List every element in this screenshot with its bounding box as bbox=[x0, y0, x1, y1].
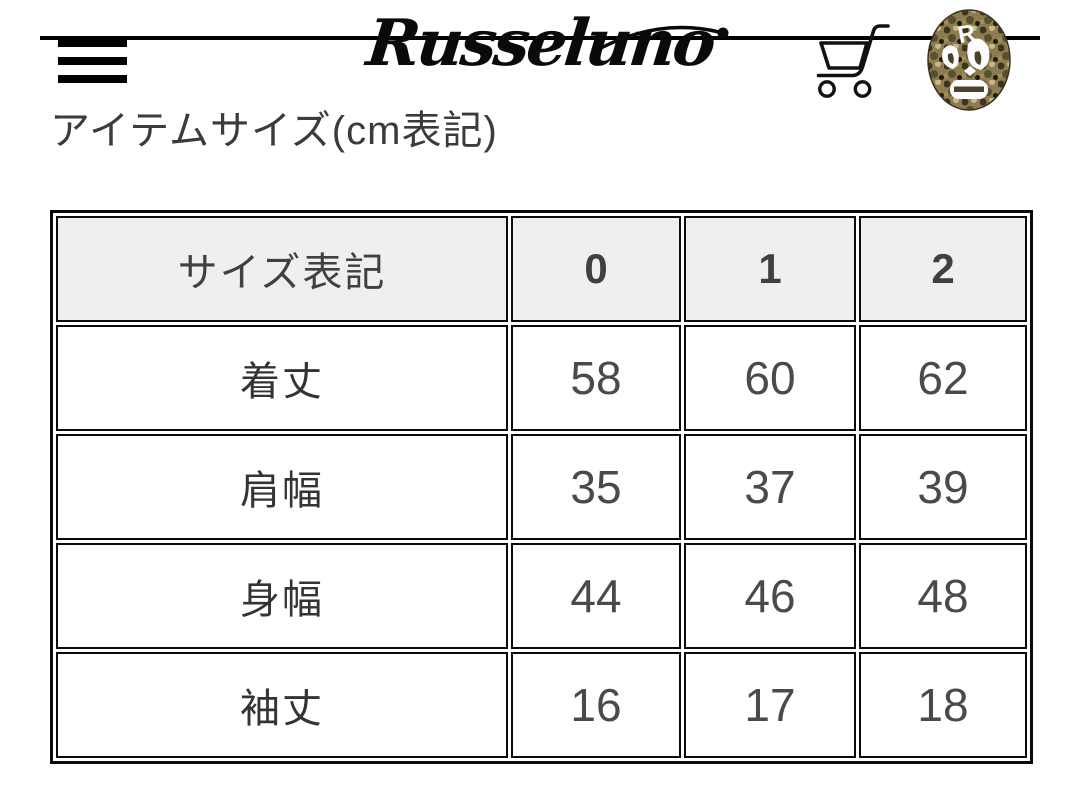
cart-icon bbox=[816, 24, 890, 98]
size-table-header-label: サイズ表記 bbox=[56, 216, 508, 322]
brand-logo[interactable]: Russeluno bbox=[363, 6, 716, 81]
size-table-header-size-0: 0 bbox=[511, 216, 681, 322]
table-row: 着丈 58 60 62 bbox=[56, 325, 1027, 431]
page-title: アイテムサイズ(cm表記) bbox=[50, 109, 498, 153]
cell-value: 18 bbox=[859, 652, 1027, 758]
row-label: 身幅 bbox=[56, 543, 508, 649]
cell-value: 17 bbox=[684, 652, 856, 758]
table-row: 肩幅 35 37 39 bbox=[56, 434, 1027, 540]
cart-button[interactable] bbox=[800, 15, 892, 115]
size-table-header-row: サイズ表記 0 1 2 bbox=[56, 216, 1027, 322]
hamburger-bar bbox=[58, 39, 127, 47]
cell-value: 48 bbox=[859, 543, 1027, 649]
brand-logo-text: Russeluno bbox=[362, 6, 717, 81]
cell-value: 58 bbox=[511, 325, 681, 431]
brand-mask-button[interactable]: R bbox=[926, 8, 1012, 112]
cell-value: 35 bbox=[511, 434, 681, 540]
cell-value: 39 bbox=[859, 434, 1027, 540]
lucha-mask-icon: R bbox=[927, 9, 1011, 111]
cell-value: 60 bbox=[684, 325, 856, 431]
size-table-header-size-1: 1 bbox=[684, 216, 856, 322]
row-label: 袖丈 bbox=[56, 652, 508, 758]
hamburger-bar bbox=[58, 57, 127, 65]
hamburger-bar bbox=[58, 75, 127, 83]
cell-value: 62 bbox=[859, 325, 1027, 431]
mask-letter: R bbox=[956, 20, 978, 50]
menu-button[interactable] bbox=[58, 39, 127, 83]
header-divider-line bbox=[40, 36, 1040, 40]
row-label: 肩幅 bbox=[56, 434, 508, 540]
cell-value: 44 bbox=[511, 543, 681, 649]
cell-value: 16 bbox=[511, 652, 681, 758]
size-table-header-size-2: 2 bbox=[859, 216, 1027, 322]
cell-value: 37 bbox=[684, 434, 856, 540]
cell-value: 46 bbox=[684, 543, 856, 649]
table-row: 身幅 44 46 48 bbox=[56, 543, 1027, 649]
size-table: サイズ表記 0 1 2 着丈 58 60 62 肩幅 35 37 39 身幅 4… bbox=[50, 210, 1033, 764]
row-label: 着丈 bbox=[56, 325, 508, 431]
table-row: 袖丈 16 17 18 bbox=[56, 652, 1027, 758]
